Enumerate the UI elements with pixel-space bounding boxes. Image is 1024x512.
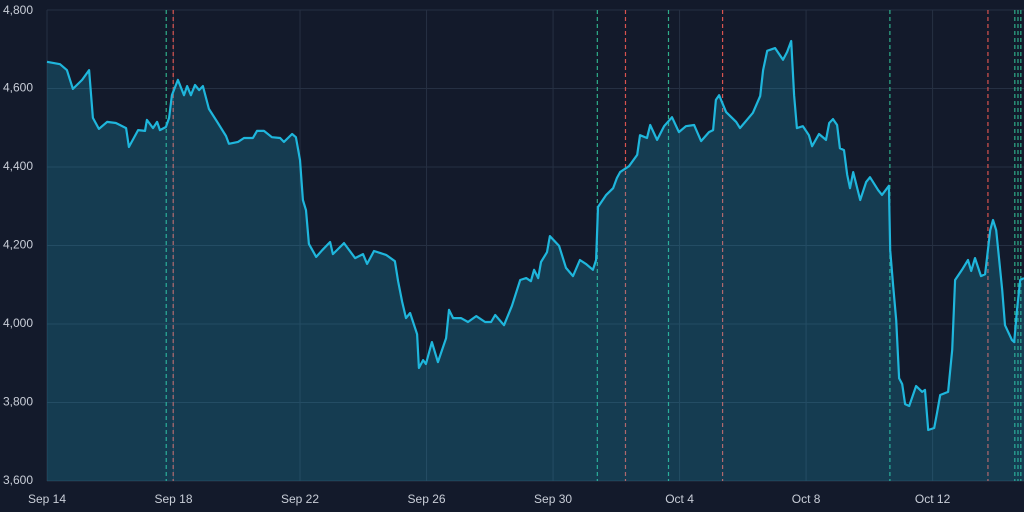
x-tick-label: Sep 22 — [281, 492, 319, 506]
price-line — [46, 39, 1024, 432]
x-tick-label: Oct 4 — [665, 492, 694, 506]
x-tick-label: Sep 26 — [408, 492, 446, 506]
x-tick-label: Sep 30 — [534, 492, 572, 506]
y-tick-label: 3,800 — [3, 395, 33, 409]
x-tick-label: Oct 12 — [915, 492, 951, 506]
y-tick-label: 4,200 — [3, 238, 33, 252]
y-tick-label: 3,600 — [3, 473, 33, 487]
x-tick-label: Sep 14 — [28, 492, 66, 506]
x-tick-label: Oct 8 — [792, 492, 821, 506]
area-fill — [47, 41, 1024, 481]
y-tick-label: 4,600 — [3, 81, 33, 95]
y-tick-label: 4,400 — [3, 159, 33, 173]
y-tick-label: 4,800 — [3, 3, 33, 17]
x-tick-label: Sep 18 — [154, 492, 192, 506]
y-tick-label: 4,000 — [3, 316, 33, 330]
